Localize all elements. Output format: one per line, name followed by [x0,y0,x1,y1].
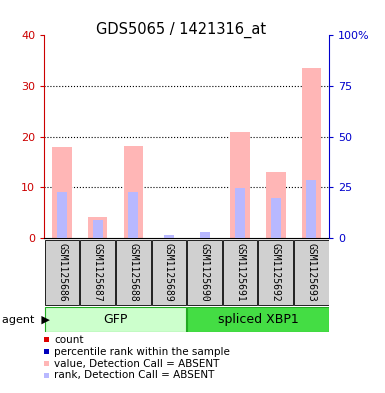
Text: GSM1125688: GSM1125688 [128,243,138,301]
Bar [152,240,186,305]
Bar [294,240,329,305]
Text: rank, Detection Call = ABSENT: rank, Detection Call = ABSENT [54,370,214,380]
Bar [187,240,222,305]
Bar [266,172,286,238]
Bar [199,232,209,238]
Bar [128,192,138,238]
Bar [95,236,100,238]
Text: spliced XBP1: spliced XBP1 [218,313,298,326]
Text: percentile rank within the sample: percentile rank within the sample [54,347,230,357]
Text: agent  ▶: agent ▶ [2,315,50,325]
Bar [306,180,316,238]
Bar [45,307,186,332]
Bar [187,307,329,332]
Text: GSM1125693: GSM1125693 [306,243,316,301]
Bar [235,188,245,238]
Bar [301,68,321,238]
Bar [271,198,281,238]
Bar [116,240,151,305]
Bar [230,132,250,238]
Text: GSM1125692: GSM1125692 [271,243,281,301]
Bar [124,146,143,238]
Text: GSM1125687: GSM1125687 [93,243,103,301]
Text: count: count [54,335,84,345]
Bar [258,240,293,305]
Bar [57,192,67,238]
Text: GSM1125689: GSM1125689 [164,243,174,301]
Bar [80,240,115,305]
Text: GDS5065 / 1421316_at: GDS5065 / 1421316_at [96,22,266,38]
Bar [52,147,72,238]
Bar [45,240,79,305]
Bar [164,235,174,238]
Bar [93,220,103,238]
Text: value, Detection Call = ABSENT: value, Detection Call = ABSENT [54,358,219,369]
Bar [223,240,258,305]
Text: GSM1125690: GSM1125690 [199,243,209,301]
Text: GSM1125686: GSM1125686 [57,243,67,301]
Bar [88,217,107,238]
Text: GFP: GFP [103,313,128,326]
Text: GSM1125691: GSM1125691 [235,243,245,301]
